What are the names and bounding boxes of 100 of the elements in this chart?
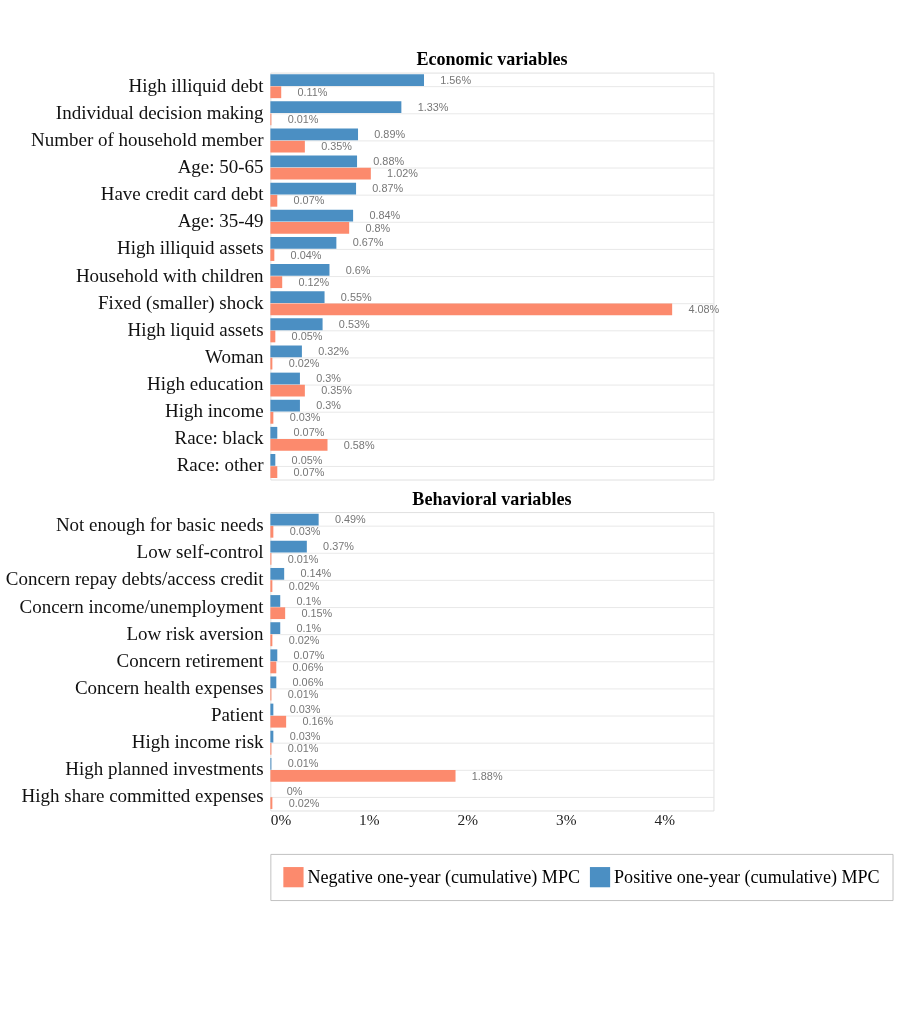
data-label: 0.06% bbox=[292, 675, 324, 688]
data-label: 0.07% bbox=[293, 648, 325, 661]
bar bbox=[270, 525, 274, 538]
bar bbox=[270, 770, 456, 782]
data-label: 0.03% bbox=[289, 411, 321, 424]
data-label: 0.07% bbox=[293, 194, 325, 207]
data-label: 1.56% bbox=[440, 73, 472, 86]
bar bbox=[270, 345, 302, 358]
bar bbox=[270, 101, 402, 114]
bar bbox=[270, 330, 276, 343]
data-label: 1.88% bbox=[471, 769, 503, 782]
data-label: 0.11% bbox=[297, 85, 328, 98]
data-label: 0.49% bbox=[334, 513, 367, 526]
bar bbox=[270, 607, 286, 620]
bar bbox=[270, 167, 371, 180]
data-label: 0.1% bbox=[296, 621, 322, 634]
data-label: 0.32% bbox=[318, 345, 350, 357]
data-label: 0.8% bbox=[365, 221, 391, 234]
bar bbox=[270, 454, 276, 466]
bar bbox=[270, 384, 305, 397]
data-label: 0.87% bbox=[372, 182, 404, 195]
y-tick-label: Fixed (smaller) shock bbox=[98, 291, 265, 314]
y-tick-label: Concern income/unemployment bbox=[19, 595, 265, 617]
y-tick-label: High share committed expenses bbox=[21, 785, 264, 807]
bar bbox=[270, 730, 274, 743]
data-label: 0.07% bbox=[293, 426, 325, 439]
data-label: 0.53% bbox=[338, 317, 370, 330]
data-label: 0.02% bbox=[288, 633, 320, 646]
bar bbox=[270, 318, 323, 331]
bar bbox=[270, 411, 274, 424]
bar bbox=[270, 595, 281, 607]
data-label: 0.03% bbox=[289, 703, 321, 716]
y-tick-label: Concern health expenses bbox=[74, 676, 264, 698]
data-label: 0.1% bbox=[296, 594, 322, 607]
data-label: 0.07% bbox=[293, 465, 325, 478]
data-label: 0% bbox=[286, 784, 303, 797]
data-label: 0.05% bbox=[291, 330, 323, 343]
y-tick-label: Age: 35-49 bbox=[177, 210, 264, 232]
bar bbox=[270, 128, 359, 141]
bar bbox=[270, 439, 328, 451]
data-label: 0.6% bbox=[345, 263, 371, 276]
data-label: 0.55% bbox=[340, 290, 372, 303]
chart-title: Behavioral variables bbox=[412, 488, 572, 509]
data-label: 0.58% bbox=[343, 438, 375, 451]
bar bbox=[270, 715, 287, 728]
data-label: 0.02% bbox=[288, 579, 320, 592]
y-tick-label: High illiquid debt bbox=[128, 74, 265, 96]
bar bbox=[270, 676, 277, 689]
data-label: 0.01% bbox=[287, 113, 319, 126]
bar bbox=[270, 703, 274, 716]
bar bbox=[270, 249, 275, 261]
data-label: 0.3% bbox=[316, 372, 342, 385]
data-label: 0.03% bbox=[289, 730, 321, 743]
data-label: 0.16% bbox=[302, 715, 334, 728]
bar bbox=[270, 236, 337, 249]
y-tick-label: Have credit card debt bbox=[100, 183, 265, 205]
data-label: 0.01% bbox=[287, 552, 319, 565]
data-label: 0.89% bbox=[374, 127, 406, 140]
bar bbox=[270, 622, 281, 634]
data-label: 0.35% bbox=[321, 384, 353, 397]
y-tick-label: Concern repay debts/access credit bbox=[5, 568, 265, 590]
bar bbox=[270, 194, 278, 207]
x-tick-label: 0% bbox=[270, 810, 292, 828]
bar bbox=[270, 303, 673, 316]
y-tick-label: Race: other bbox=[176, 454, 265, 476]
legend-label: Positive one-year (cumulative) MPC bbox=[614, 866, 880, 888]
y-tick-label: Low risk aversion bbox=[126, 622, 265, 644]
y-tick-label: High illiquid assets bbox=[117, 237, 264, 259]
y-tick-label: High education bbox=[147, 373, 265, 395]
bar bbox=[270, 399, 300, 412]
data-label: 0.05% bbox=[291, 453, 323, 466]
y-tick-label: Number of household member bbox=[31, 128, 265, 150]
data-label: 0.35% bbox=[321, 140, 353, 153]
data-label: 1.33% bbox=[417, 100, 449, 113]
bar bbox=[270, 155, 358, 168]
y-tick-label: High income bbox=[165, 400, 264, 422]
data-label: 0.84% bbox=[369, 209, 401, 222]
x-tick-label: 2% bbox=[457, 810, 479, 828]
bar bbox=[270, 209, 354, 222]
y-tick-label: Household with children bbox=[75, 264, 265, 286]
bar bbox=[270, 540, 307, 553]
legend-label: Negative one-year (cumulative) MPC bbox=[307, 866, 581, 888]
bar bbox=[270, 567, 285, 580]
x-tick-label: 4% bbox=[654, 810, 676, 828]
x-tick-label: 3% bbox=[556, 810, 577, 828]
bar bbox=[270, 661, 277, 674]
bar bbox=[270, 182, 357, 195]
y-tick-label: Low self-control bbox=[136, 541, 264, 563]
bar bbox=[270, 140, 305, 153]
data-label: 0.14% bbox=[300, 567, 332, 580]
data-label: 0.04% bbox=[290, 248, 322, 261]
bar bbox=[270, 74, 425, 86]
data-label: 0.01% bbox=[287, 742, 319, 755]
data-label: 0.02% bbox=[288, 357, 320, 370]
y-tick-label: Concern retirement bbox=[116, 649, 265, 671]
bar bbox=[270, 466, 278, 478]
x-tick-label: 1% bbox=[359, 810, 380, 828]
y-tick-label: Age: 50-65 bbox=[177, 156, 264, 177]
data-label: 0.88% bbox=[373, 155, 405, 168]
bar bbox=[270, 86, 282, 99]
